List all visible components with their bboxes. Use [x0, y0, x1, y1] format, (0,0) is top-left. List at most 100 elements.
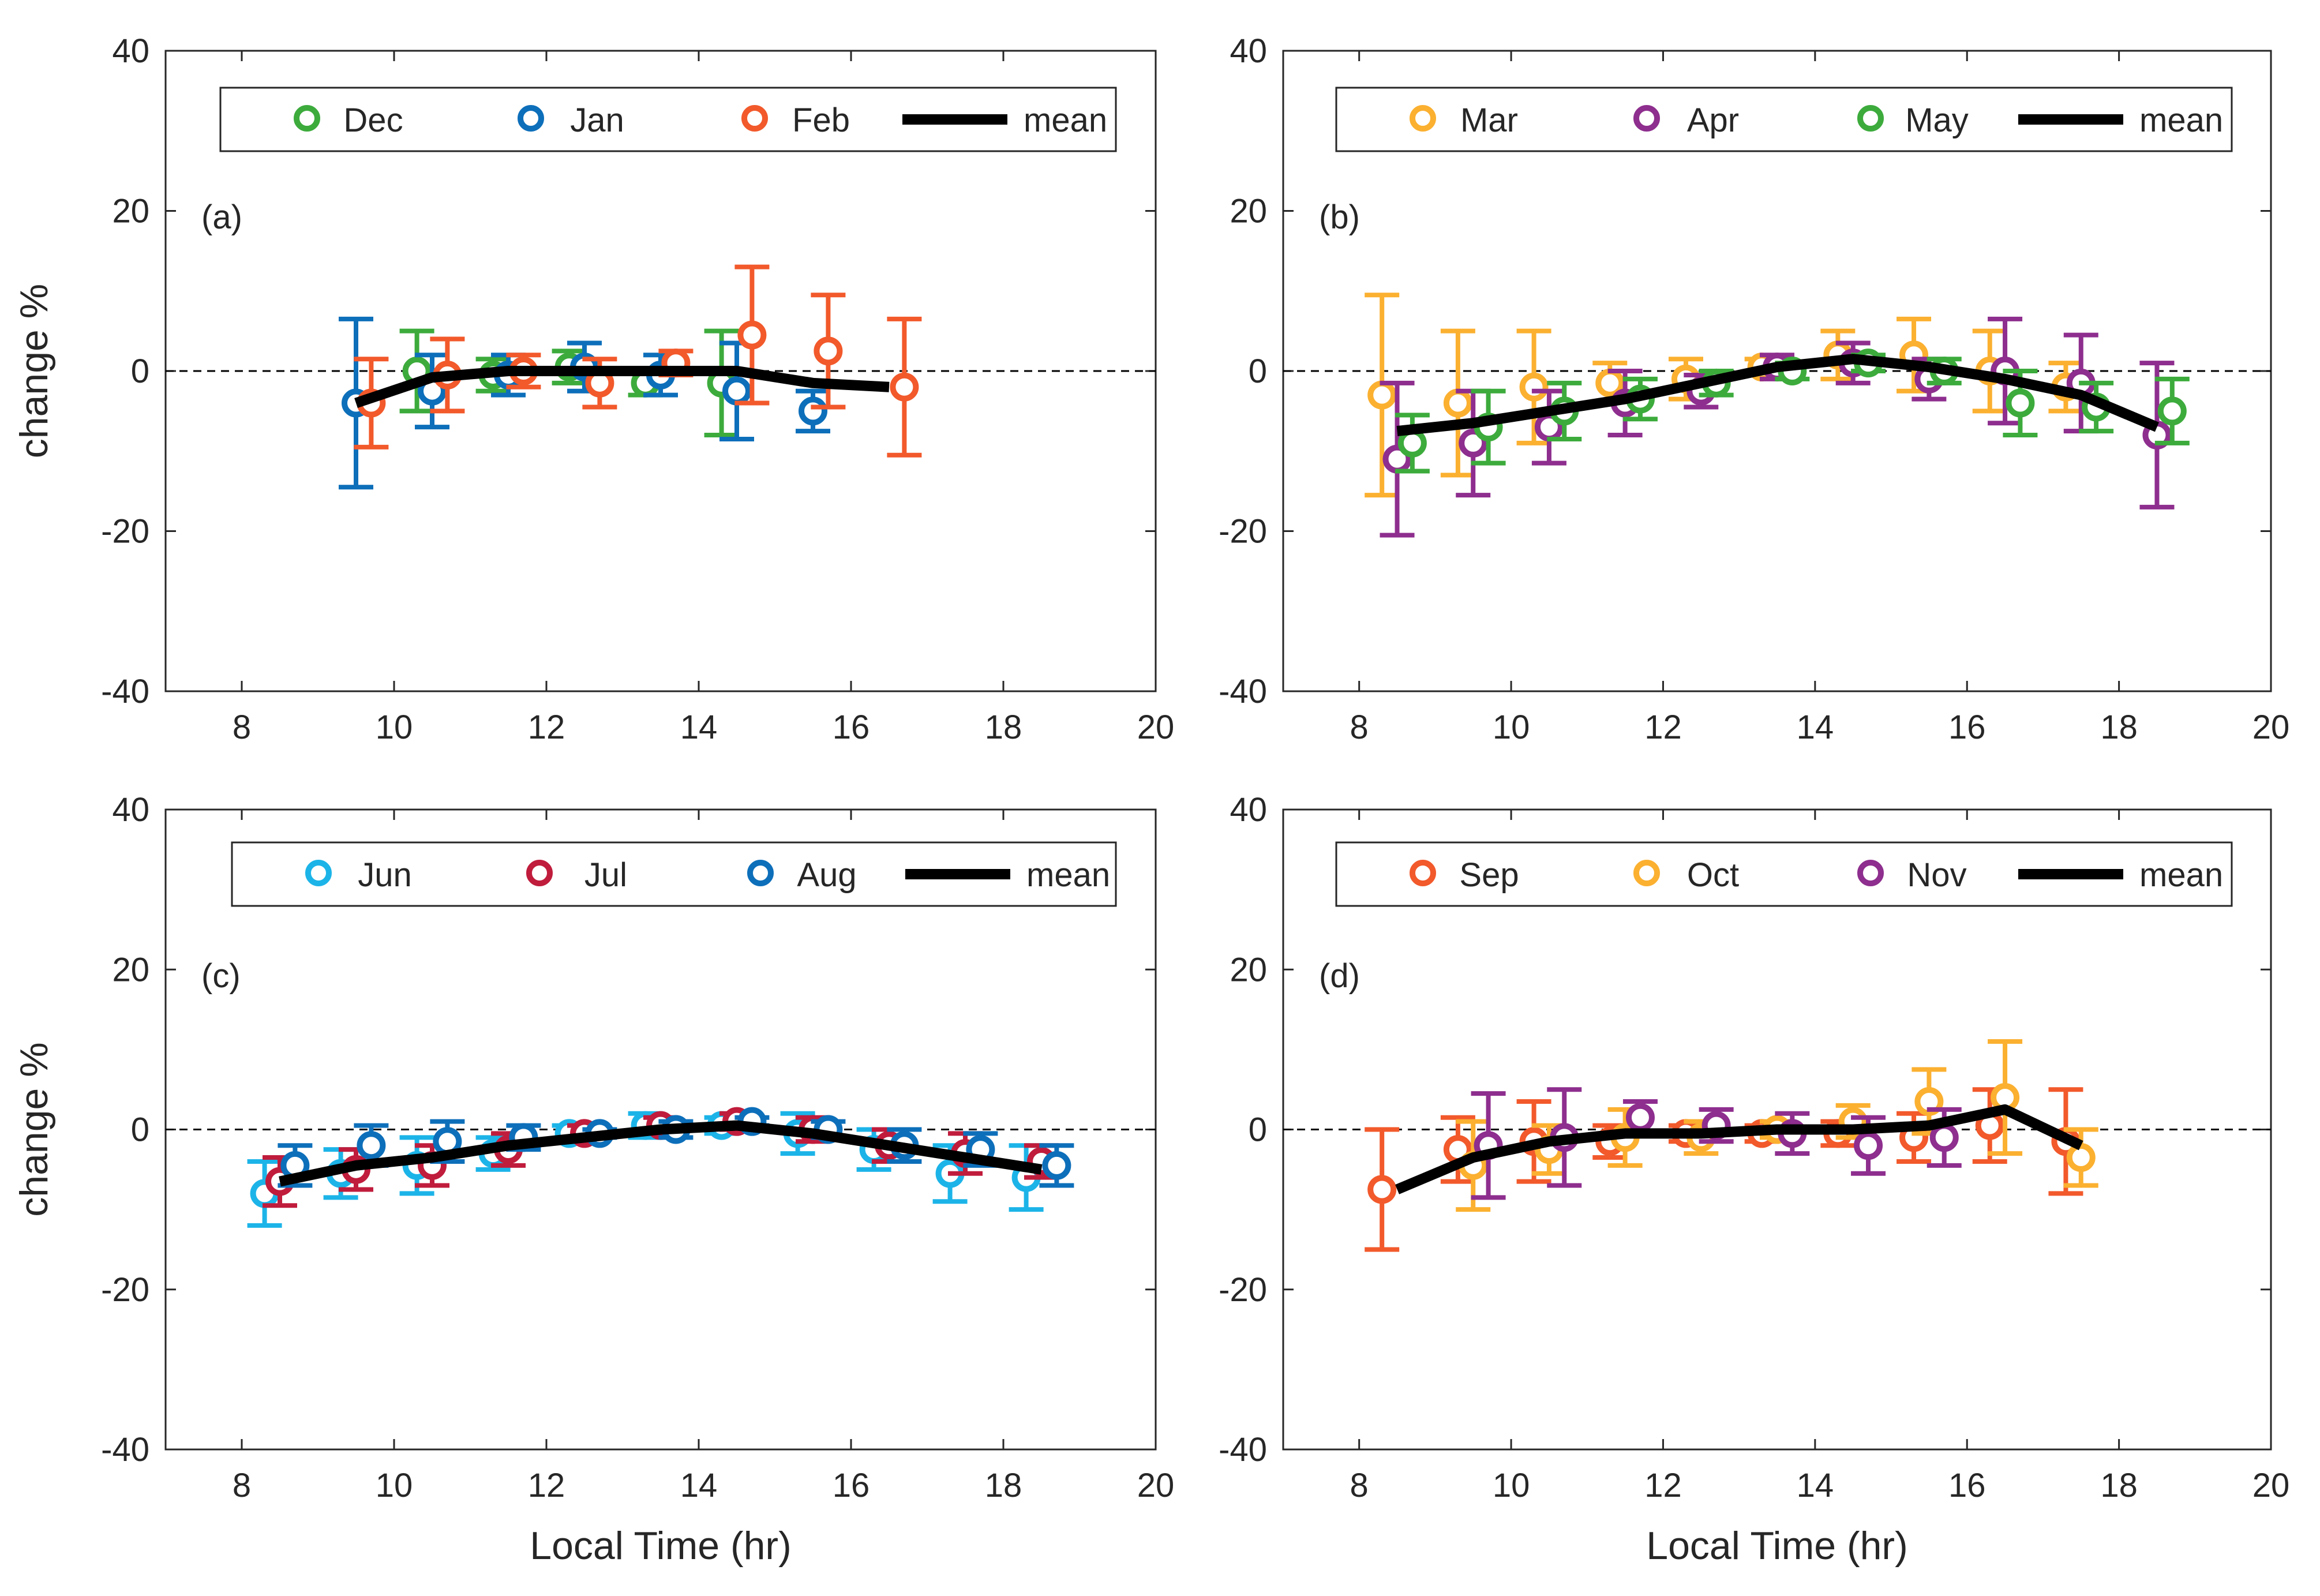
x-tick-label: 16	[833, 1467, 870, 1504]
x-tick-label: 8	[233, 1467, 251, 1504]
y-tick-label: 20	[112, 951, 149, 988]
errorbar	[1471, 1091, 1506, 1200]
y-tick-label: -20	[1219, 1271, 1267, 1309]
legend-marker-mar	[1410, 105, 1436, 132]
x-tick-label: 14	[680, 709, 718, 746]
errorbar	[2063, 1127, 2098, 1188]
legend-marker-jan	[518, 105, 544, 132]
x-tick-label: 20	[2252, 1467, 2290, 1504]
y-tick-label: 40	[112, 32, 149, 70]
y-tick-label: -20	[101, 513, 149, 550]
y-axis-label: change %	[12, 284, 56, 458]
x-tick-label: 10	[1493, 1467, 1530, 1504]
legend-entry-mar: Mar	[1460, 102, 1518, 139]
data-point	[1367, 1175, 1397, 1204]
errorbar	[1897, 316, 1932, 394]
series-mean	[1395, 1104, 2083, 1194]
data-point	[1042, 1151, 1071, 1180]
data-point	[2066, 1143, 2096, 1172]
x-tick-label: 8	[1350, 1467, 1369, 1504]
legend-entry-may: May	[1905, 102, 1969, 139]
y-tick-label: 40	[112, 791, 149, 829]
data-point	[2006, 388, 2035, 418]
series-nov	[1471, 1087, 1962, 1200]
y-tick-label: -40	[101, 1431, 149, 1468]
x-tick-label: 10	[1493, 709, 1530, 746]
legend-entry-mean: mean	[2139, 102, 2223, 139]
y-tick-label: 40	[1230, 791, 1267, 829]
x-tick-label: 18	[2100, 1467, 2138, 1504]
y-tick-label: -20	[101, 1271, 149, 1309]
data-point	[1929, 1123, 1959, 1152]
x-tick-label: 14	[680, 1467, 718, 1504]
data-point	[1367, 380, 1397, 410]
legend: Sep Oct Nov mean	[1335, 841, 2233, 907]
legend-entry-feb: Feb	[792, 102, 850, 139]
x-tick-label: 18	[985, 1467, 1022, 1504]
errorbar	[2003, 369, 2038, 437]
y-tick-label: -40	[101, 673, 149, 710]
errorbar	[2139, 361, 2175, 509]
chart-panel-4: 8 10 12 14 16 18 20 40 20 0 -20 -40 Local Time (hr) (…	[1219, 791, 2289, 1568]
legend: Mar Apr May mean	[1335, 87, 2233, 152]
data-point	[737, 320, 767, 350]
panel-label: (c)	[201, 957, 241, 995]
panel-label: (a)	[201, 198, 242, 236]
x-tick-label: 12	[528, 709, 565, 746]
legend-entry-mean: mean	[1026, 856, 1110, 894]
legend-entry-dec: Dec	[343, 102, 403, 139]
y-tick-label: -20	[1219, 513, 1267, 550]
legend-marker-apr	[1633, 105, 1660, 132]
data-point	[1854, 1131, 1883, 1160]
legend-marker-jun	[305, 860, 332, 886]
legend: Dec Jan Feb mean	[219, 87, 1117, 152]
x-tick-label: 20	[1137, 709, 1175, 746]
legend: Jun Jul Aug mean	[231, 841, 1117, 907]
x-tick-label: 8	[233, 709, 251, 746]
x-axis-label: Local Time (hr)	[1646, 1524, 1907, 1568]
errorbar	[719, 340, 754, 441]
y-tick-label: 20	[112, 193, 149, 230]
x-tick-label: 16	[1948, 709, 1986, 746]
data-point	[1519, 372, 1549, 402]
errorbar	[1456, 388, 1491, 498]
legend-entry-jul: Jul	[584, 856, 627, 894]
errorbar	[796, 388, 830, 434]
y-tick-label: -40	[1219, 673, 1267, 710]
panel-label: (d)	[1319, 957, 1360, 995]
legend-marker-jul	[526, 860, 553, 886]
chart-panel-2: 8 10 12 14 16 18 20 40 20 0 -20 -40 (b) Mar Apr May mean	[1219, 32, 2289, 746]
data-point	[890, 372, 919, 402]
y-axis-label: change %	[12, 1042, 56, 1216]
mean-line	[1396, 354, 2159, 437]
data-point	[1625, 1103, 1655, 1132]
series-mean	[279, 1120, 1043, 1187]
x-axis-label: Local Time (hr)	[530, 1524, 791, 1568]
x-tick-label: 20	[1137, 1467, 1175, 1504]
x-tick-label: 14	[1797, 1467, 1834, 1504]
errorbar	[734, 264, 770, 406]
errorbar	[887, 316, 922, 458]
mean-line	[279, 1120, 1043, 1187]
data-point	[814, 336, 843, 366]
x-tick-label: 8	[1350, 709, 1369, 746]
x-tick-label: 10	[376, 1467, 413, 1504]
legend-marker-may	[1857, 105, 1884, 132]
x-tick-label: 16	[833, 709, 870, 746]
legend-marker-dec	[294, 105, 320, 132]
series-feb	[354, 264, 922, 458]
x-tick-label: 20	[2252, 709, 2290, 746]
mean-line	[354, 366, 890, 409]
x-tick-label: 10	[376, 709, 413, 746]
x-tick-label: 14	[1797, 709, 1834, 746]
chart-panel-3: 8 10 12 14 16 18 20 40 20 0 -20 -40 change % Local Ti…	[12, 791, 1174, 1568]
data-point	[357, 1131, 386, 1160]
legend-entry-apr: Apr	[1687, 102, 1739, 139]
errorbar	[1851, 1115, 1886, 1176]
errorbar	[1516, 328, 1551, 445]
x-tick-label: 18	[2100, 709, 2138, 746]
data-point	[2157, 396, 2187, 426]
legend-marker-sep	[1410, 860, 1436, 886]
series-mean	[354, 366, 890, 409]
